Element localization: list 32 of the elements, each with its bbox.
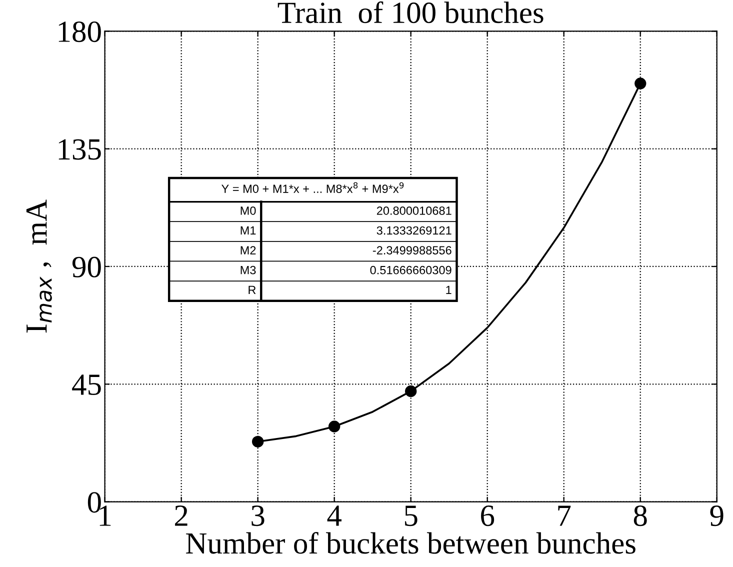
x-tick-label: 1 [100, 506, 111, 526]
annotation: R [248, 286, 256, 294]
y-tick-label: 45 [72, 374, 101, 396]
point [252, 436, 264, 448]
point [328, 420, 340, 432]
annotation: 0.51666660309 [370, 266, 452, 274]
x-tick-label: 4 [327, 506, 342, 526]
annotation: M2 [240, 246, 256, 254]
y-tick-label: 0 [88, 492, 101, 513]
x-axis-title: Number of buckets between bunches [186, 532, 636, 554]
annotation: 3.1333269121 [376, 226, 452, 235]
annotation: M1 [240, 226, 256, 235]
point [634, 78, 646, 90]
x-tick-label: 8 [634, 505, 647, 526]
annotation: Y = M0 + M1*x + ... M8*x$^{8}$ + M9*x$^{9}$ [222, 182, 404, 193]
y-tick-label: 180 [58, 21, 101, 42]
point [405, 385, 417, 398]
annotation: M3 [240, 266, 256, 274]
annotation: M0 [240, 206, 256, 215]
x-tick-label: 7 [558, 506, 571, 526]
annotation: 1 [446, 286, 452, 294]
y-tick-label: 90 [72, 256, 101, 278]
annotation: -2.3499988556 [372, 246, 452, 254]
y-tick-label: 135 [58, 139, 101, 160]
annotation: 20.800010681 [376, 206, 452, 215]
x-tick-label: 9 [710, 506, 724, 526]
x-tick-label: 2 [175, 506, 188, 526]
chart-title: Train of 100 bunches [278, 1, 544, 24]
x-tick-label: 5 [404, 506, 418, 526]
x-tick-label: 3 [252, 506, 264, 526]
x-tick-label: 6 [481, 506, 494, 526]
y-axis-title: I$_{max}$ , mA [26, 200, 52, 333]
